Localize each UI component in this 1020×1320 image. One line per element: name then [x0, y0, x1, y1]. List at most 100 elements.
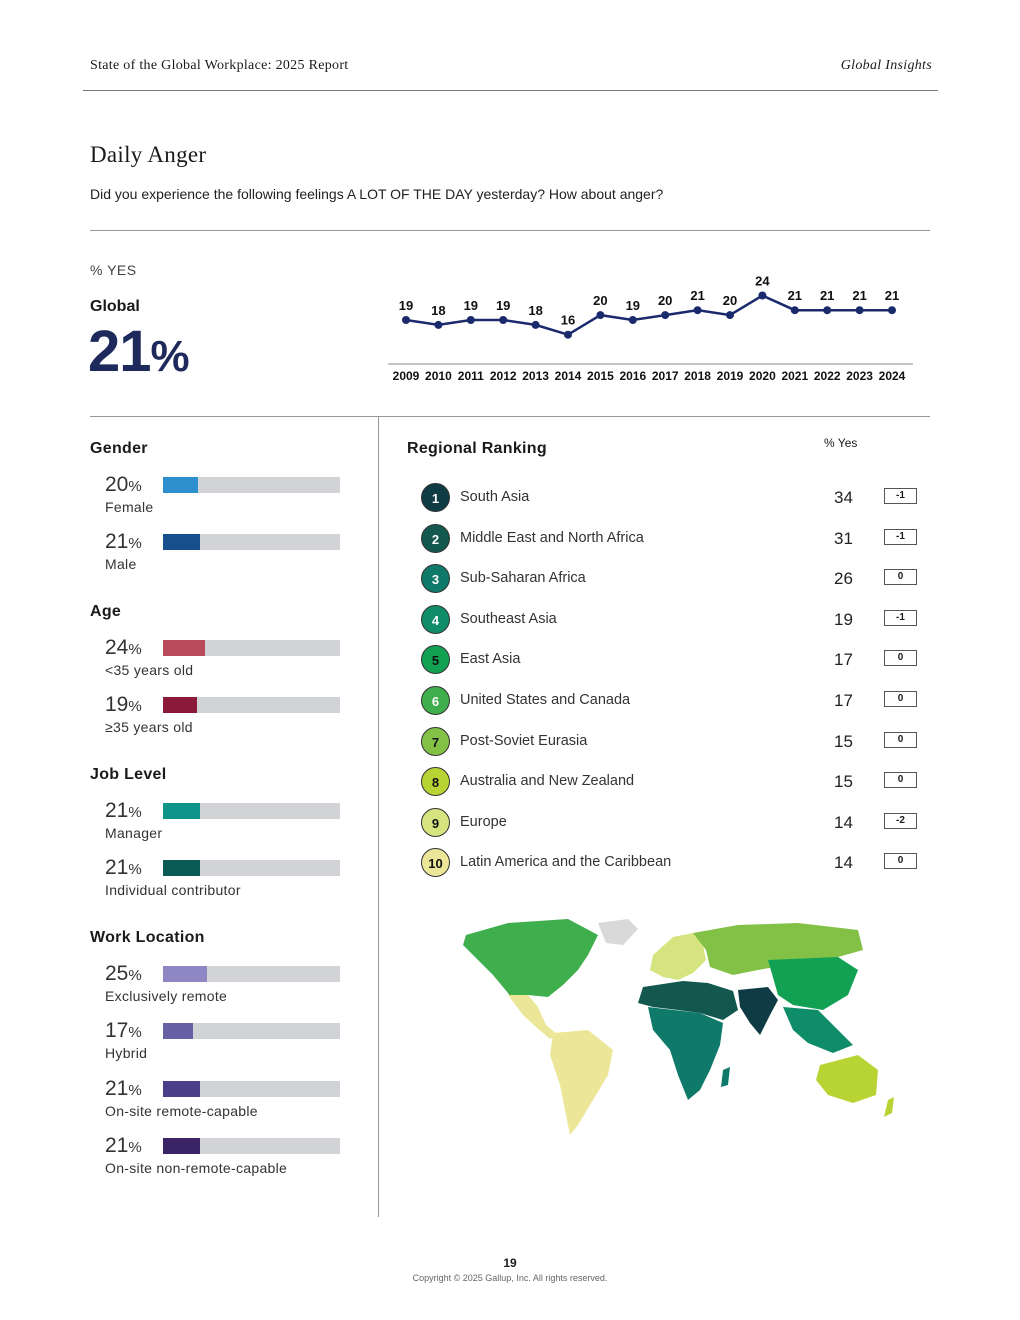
x-tick-label: 2021	[781, 369, 808, 383]
ranking-row: 7 Post-Soviet Eurasia 15 0	[421, 726, 921, 757]
rank-badge: 4	[421, 604, 450, 634]
demographic-label: Exclusively remote	[105, 988, 228, 1004]
divider	[90, 230, 930, 231]
demographic-value: 21%	[105, 1134, 142, 1158]
demographic-value: 21%	[105, 856, 142, 880]
bar-fill	[163, 697, 197, 714]
region-value: 26	[834, 569, 853, 589]
data-label: 20	[593, 293, 607, 308]
rank-badge: 3	[421, 564, 450, 594]
trend-line-chart: 1920091820101920111920121820131620142020…	[388, 274, 913, 383]
demographic-label: <35 years old	[105, 662, 194, 678]
page-title: Daily Anger	[90, 142, 207, 167]
demographic-label: ≥35 years old	[105, 719, 193, 736]
data-label: 19	[399, 298, 413, 313]
data-label: 21	[885, 288, 899, 303]
demographic-unit: %	[128, 478, 142, 495]
demographic-unit: %	[128, 804, 142, 821]
region-value: 34	[834, 488, 853, 507]
rank-badge: 5	[421, 645, 450, 675]
demographic-number: 21	[105, 1076, 129, 1100]
region-name: East Asia	[460, 651, 521, 668]
data-point	[564, 330, 572, 339]
demographic-number: 20	[105, 473, 129, 496]
data-point	[823, 306, 832, 315]
section-name: Global Insights	[840, 58, 932, 73]
x-tick-label: 2020	[749, 369, 776, 383]
map-greenland	[598, 919, 638, 945]
global-label: Global	[90, 298, 140, 315]
region-value: 14	[834, 853, 853, 873]
x-tick-label: 2010	[425, 369, 452, 383]
rank-change: 0	[884, 569, 917, 586]
map-south-america	[550, 1030, 613, 1135]
demographic-label: Female	[105, 499, 154, 515]
demographic-number: 19	[105, 693, 129, 717]
data-point	[628, 316, 637, 324]
data-point	[726, 311, 734, 320]
bar-fill	[163, 803, 201, 819]
bar-fill	[163, 860, 201, 877]
demographic-value: 20%	[105, 473, 142, 497]
trend-series-line	[405, 294, 892, 337]
data-point	[434, 320, 443, 329]
demographic-label: Hybrid	[105, 1045, 148, 1062]
ranking-column-label: % Yes	[824, 436, 858, 450]
column-divider	[378, 417, 379, 1217]
data-label: 21	[852, 288, 866, 303]
region-name: United States and Canada	[460, 692, 631, 708]
data-point	[596, 311, 605, 320]
bar-fill	[163, 477, 199, 493]
map-australia	[816, 1055, 878, 1103]
demographic-bar-row: 24% <35 years old	[105, 636, 345, 686]
world-map	[463, 919, 894, 1135]
region-name: Middle East and North Africa	[460, 529, 644, 546]
demographic-number: 21	[105, 856, 129, 880]
bar-track	[163, 860, 340, 877]
data-point	[888, 306, 896, 315]
region-value: 17	[834, 691, 853, 710]
rank-badge: 1	[421, 483, 450, 512]
rank-change: 0	[884, 731, 917, 748]
map-east-asia	[768, 957, 858, 1010]
x-tick-label: 2012	[490, 369, 517, 383]
demographic-number: 25	[105, 962, 129, 985]
map-central-america	[508, 995, 558, 1039]
survey-question: Did you experience the following feeling…	[90, 186, 664, 202]
rank-change: 0	[884, 650, 917, 667]
data-label: 16	[561, 313, 575, 328]
bar-track	[163, 640, 340, 656]
demographic-value: 21%	[105, 799, 142, 823]
data-label: 19	[626, 298, 640, 313]
rank-badge: 6	[421, 686, 450, 715]
data-label: 21	[788, 288, 802, 303]
region-name: South Asia	[460, 489, 530, 505]
region-name: Post-Soviet Eurasia	[460, 732, 588, 749]
demographic-value: 21%	[105, 530, 142, 554]
rank-change: 0	[884, 691, 917, 707]
demographic-label: On-site non-remote-capable	[105, 1159, 288, 1176]
ranking-row: 5 East Asia 17 0	[421, 645, 921, 675]
map-southeast-asia	[783, 1007, 853, 1053]
bar-track	[163, 534, 340, 551]
map-mena	[638, 981, 738, 1020]
rank-badge: 2	[421, 523, 450, 553]
bar-fill	[163, 1137, 201, 1154]
ranking-row: 10 Latin America and the Caribbean 14 0	[421, 848, 921, 878]
x-tick-label: 2009	[393, 369, 420, 383]
header-divider	[83, 90, 938, 91]
demographic-unit: %	[128, 1024, 142, 1042]
data-point	[531, 320, 540, 329]
demographic-value: 25%	[105, 962, 142, 986]
demographic-bar-row: 17% Hybrid	[105, 1019, 345, 1069]
demographic-value: 21%	[105, 1077, 142, 1101]
region-value: 15	[834, 772, 853, 792]
demographic-bar-row: 21% Individual contributor	[105, 856, 345, 906]
x-tick-label: 2024	[879, 369, 906, 383]
data-label: 18	[431, 303, 445, 318]
global-value: 21%	[88, 318, 190, 385]
x-tick-label: 2017	[652, 369, 679, 383]
bar-track	[163, 1023, 340, 1040]
demographic-unit: %	[128, 1081, 142, 1099]
demographic-label: Manager	[105, 825, 163, 841]
